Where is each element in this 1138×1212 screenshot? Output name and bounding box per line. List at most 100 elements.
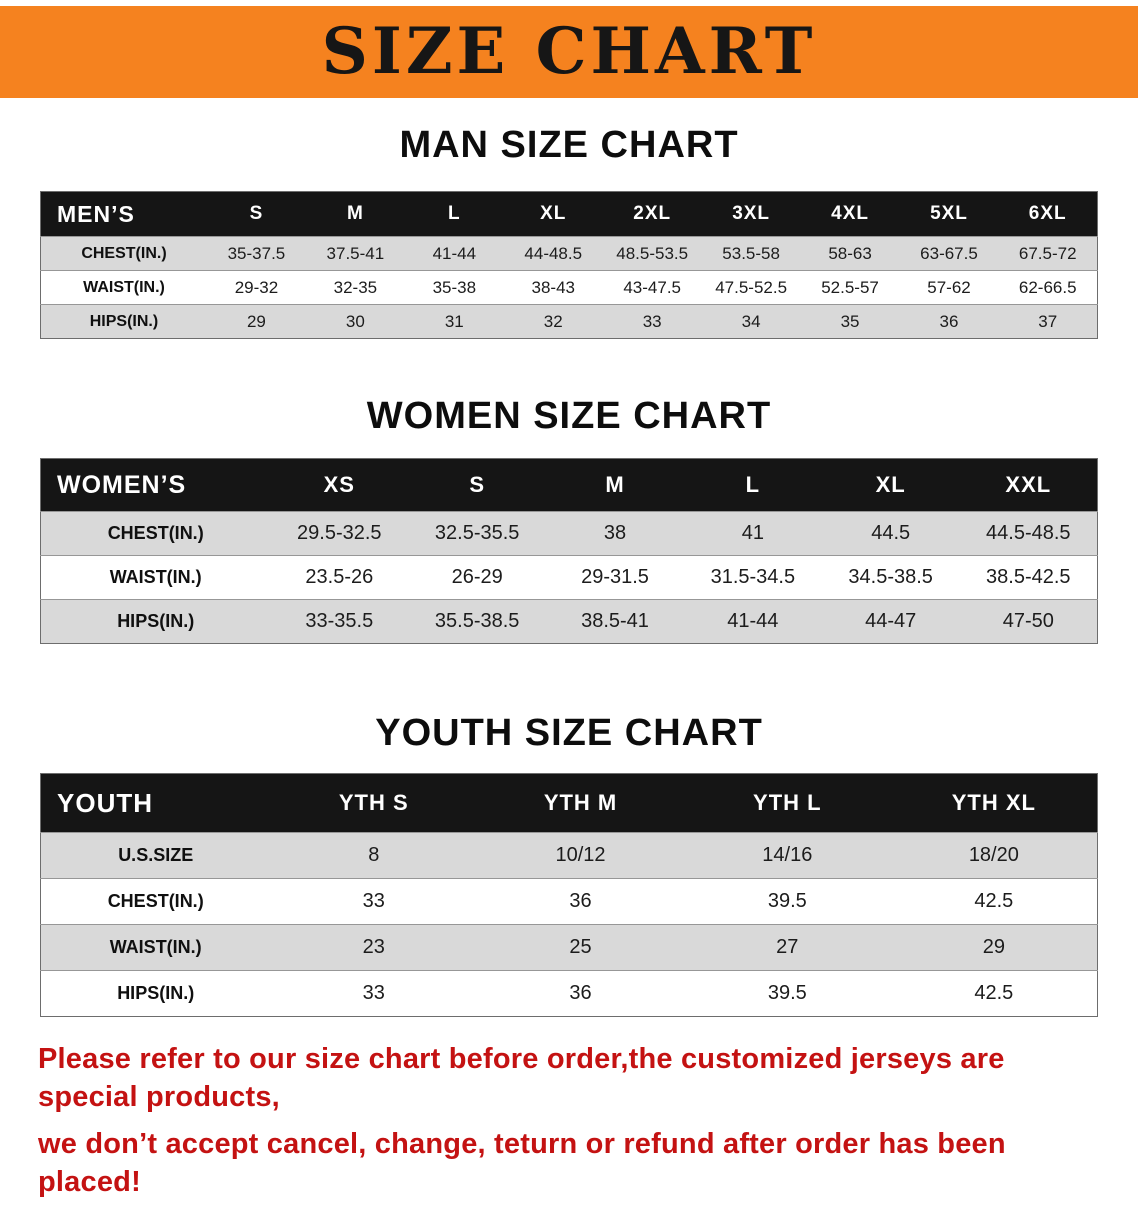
size-column-header: XL [503, 191, 603, 237]
youth-size-table: YOUTH YTH S YTH M YTH L YTH XL U.S.SIZE 8 10/12… [40, 773, 1098, 1017]
size-value-cell: 44.5 [871, 522, 911, 544]
size-column-header: 3XL [701, 191, 801, 237]
size-value-cell: 38.5-41 [581, 610, 649, 632]
size-value-cell: 31.5-34.5 [710, 566, 796, 588]
size-column-header: YTH XL [890, 773, 1098, 833]
size-column-header: YTH L [683, 773, 891, 833]
table-row: HIPS(IN.) 33 36 39.5 42.5 [40, 970, 1098, 1017]
size-value-cell: 37 [1038, 311, 1058, 331]
size-value-cell: 29 [246, 311, 266, 331]
women-size-section: WOMEN SIZE CHART WOMEN’S XS S M L XL XXL CHEST(… [0, 395, 1138, 644]
header-row: WOMEN’S XS S M L XL XXL [40, 458, 1098, 512]
size-value-cell: 29-32 [234, 277, 279, 297]
size-column-header: 4XL [800, 191, 900, 237]
size-value-cell: 39.5 [767, 890, 807, 912]
size-value-cell: 33 [642, 311, 662, 331]
size-column-header: 6XL [998, 191, 1098, 237]
size-value-cell: 47-50 [1002, 610, 1054, 632]
header-row: YOUTH YTH S YTH M YTH L YTH XL [40, 773, 1098, 833]
size-value-cell: 35.5-38.5 [434, 610, 520, 632]
size-value-cell: 29.5-32.5 [297, 522, 382, 544]
table-row: U.S.SIZE 8 10/12 14/16 18/20 [40, 832, 1098, 879]
size-value-cell: 31 [444, 311, 464, 331]
size-value-cell: 27 [776, 936, 799, 958]
size-value-cell: 38.5-42.5 [986, 566, 1071, 588]
row-label: CHEST(IN.) [107, 891, 204, 911]
size-value-cell: 23.5-26 [305, 566, 374, 588]
size-value-cell: 30 [345, 311, 365, 331]
women-size-table: WOMEN’S XS S M L XL XXL CHEST(IN.) 29.5-32.5 32.5… [40, 458, 1098, 644]
men-size-section: MAN SIZE CHART MEN’S S M L XL 2XL 3XL 4XL 5XL 6XL… [0, 124, 1138, 339]
size-column-header: XXL [959, 458, 1098, 512]
table-corner-header: MEN’S [40, 191, 207, 237]
row-label: U.S.SIZE [118, 845, 194, 865]
size-value-cell: 34.5-38.5 [848, 566, 933, 588]
women-chart-title: WOMEN SIZE CHART [366, 395, 772, 437]
table-row: WAIST(IN.) 29-32 32-35 35-38 38-43 43-47.5 47.… [40, 270, 1098, 305]
size-value-cell: 33 [362, 890, 385, 912]
size-value-cell: 53.5-58 [722, 243, 780, 263]
size-value-cell: 18/20 [968, 844, 1019, 866]
size-value-cell: 63-67.5 [920, 243, 978, 263]
table-row: CHEST(IN.) 35-37.5 37.5-41 41-44 44-48.5 48.5… [40, 236, 1098, 271]
men-size-table: MEN’S S M L XL 2XL 3XL 4XL 5XL 6XL CHEST(IN.) 35-37… [40, 191, 1098, 339]
size-value-cell: 37.5-41 [326, 243, 385, 263]
size-column-header: M [546, 458, 684, 512]
row-label: WAIST(IN.) [83, 278, 165, 296]
size-value-cell: 32.5-35.5 [434, 522, 520, 544]
size-value-cell: 41 [741, 522, 764, 544]
table-corner-header: WOMEN’S [40, 458, 271, 512]
size-value-cell: 35-38 [432, 277, 477, 297]
size-value-cell: 35-37.5 [227, 243, 286, 263]
size-value-cell: 14/16 [762, 844, 813, 866]
disclaimer-line: we don’t accept cancel, change, teturn o… [38, 1128, 1006, 1199]
size-value-cell: 25 [569, 936, 592, 958]
row-label: WAIST(IN.) [109, 937, 202, 957]
size-value-cell: 36 [569, 982, 592, 1004]
size-value-cell: 44.5-48.5 [986, 522, 1071, 544]
size-chart-page: SIZE CHART MAN SIZE CHART MEN’S S M L XL 2XL 3… [0, 6, 1138, 1202]
size-value-cell: 52.5-57 [821, 277, 879, 297]
size-value-cell: 42.5 [974, 982, 1014, 1004]
table-row: WAIST(IN.) 23 25 27 29 [40, 924, 1098, 971]
page-title: SIZE CHART [321, 14, 817, 89]
size-value-cell: 29-31.5 [581, 566, 649, 588]
size-value-cell: 8 [368, 844, 380, 866]
size-value-cell: 62-66.5 [1018, 277, 1077, 297]
size-value-cell: 23 [362, 936, 385, 958]
size-value-cell: 58-63 [828, 243, 872, 263]
size-value-cell: 42.5 [974, 890, 1014, 912]
table-row: HIPS(IN.) 29 30 31 32 33 34 35 36 37 [40, 304, 1098, 339]
size-value-cell: 41-44 [727, 610, 779, 632]
size-value-cell: 67.5-72 [1018, 243, 1077, 263]
table-row: WAIST(IN.) 23.5-26 26-29 29-31.5 31.5-34.5 34… [40, 555, 1098, 600]
size-value-cell: 32 [543, 311, 563, 331]
youth-size-section: YOUTH SIZE CHART YOUTH YTH S YTH M YTH L YTH… [0, 712, 1138, 1017]
row-label: CHEST(IN.) [107, 523, 204, 543]
size-value-cell: 38 [603, 522, 627, 544]
size-column-header: L [404, 191, 504, 237]
size-value-cell: 35 [840, 311, 860, 331]
row-label: WAIST(IN.) [109, 567, 202, 587]
disclaimer: Please refer to our size chart before or… [38, 1041, 1100, 1202]
row-label: HIPS(IN.) [117, 611, 195, 631]
size-value-cell: 29 [982, 936, 1005, 958]
size-value-cell: 57-62 [927, 277, 971, 297]
size-column-header: YTH S [270, 773, 478, 833]
size-value-cell: 43-47.5 [623, 277, 682, 297]
row-label: HIPS(IN.) [89, 312, 159, 330]
size-value-cell: 36 [569, 890, 592, 912]
header-row: MEN’S S M L XL 2XL 3XL 4XL 5XL 6XL [40, 191, 1098, 237]
size-value-cell: 26-29 [451, 566, 503, 588]
size-value-cell: 47.5-52.5 [715, 277, 788, 297]
youth-chart-title: YOUTH SIZE CHART [375, 712, 763, 754]
size-column-header: XS [270, 458, 409, 512]
size-column-header: S [408, 458, 547, 512]
size-value-cell: 32-35 [333, 277, 378, 297]
size-value-cell: 44-47 [865, 610, 917, 632]
size-column-header: S [206, 191, 306, 237]
men-chart-title: MAN SIZE CHART [399, 124, 739, 166]
disclaimer-line: Please refer to our size chart before or… [38, 1043, 1005, 1113]
size-value-cell: 41-44 [432, 243, 477, 263]
size-column-header: 5XL [899, 191, 999, 237]
